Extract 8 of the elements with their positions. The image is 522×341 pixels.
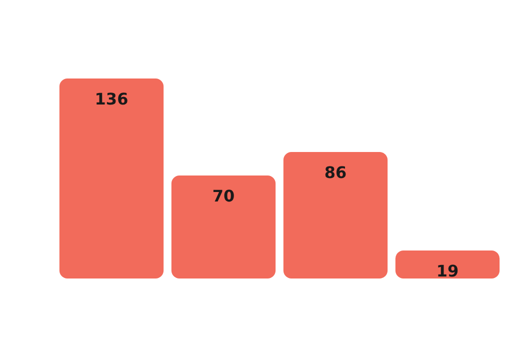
bar [283,152,388,278]
data-label: 70 [212,186,235,206]
data-label: 86 [324,163,347,182]
bar [59,78,164,278]
bar [171,176,276,278]
data-label: 136 [94,90,128,108]
bar [395,250,500,278]
data-label: 19 [436,262,459,281]
